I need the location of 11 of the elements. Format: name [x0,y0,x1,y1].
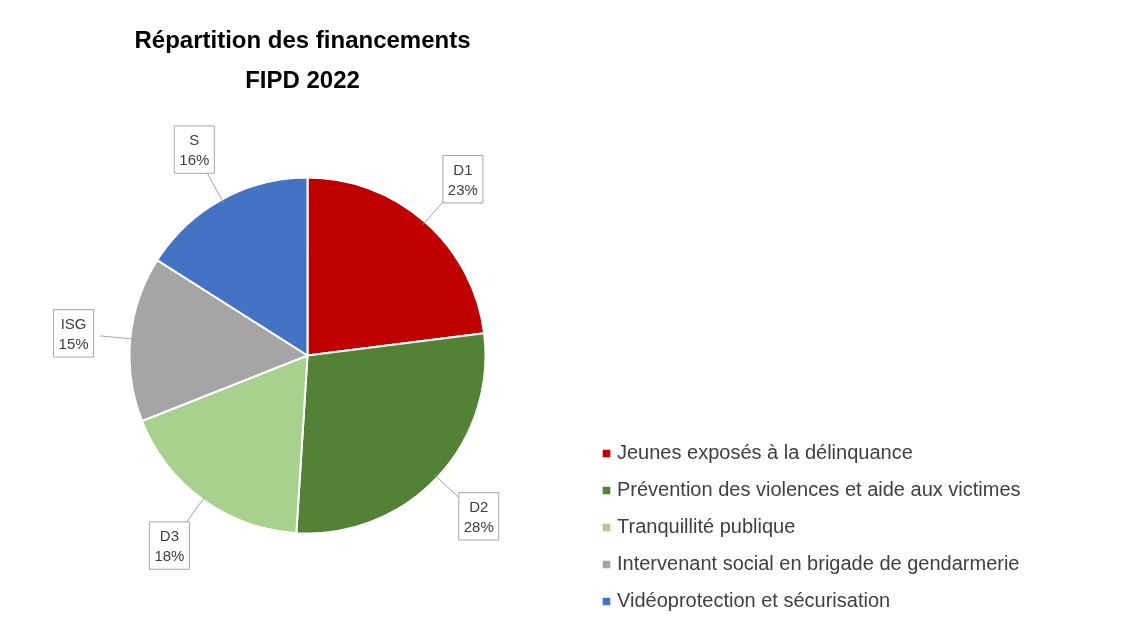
legend-label: Tranquillité publique [617,515,796,538]
data-label: D1 23% [447,160,478,198]
legend-label: Prévention des violences et aide aux victimes [617,478,1021,501]
data-label: ISG 15% [58,314,89,353]
legend-label: Vidéoprotection et sécurisation [617,589,891,612]
data-label: D3 18% [154,526,185,565]
data-label: D2 28% [463,497,494,536]
legend-label: Jeunes exposés à la délinquance [617,441,913,464]
data-label: S 16% [179,130,210,169]
legend-label: Intervenant social en brigade de gendarmerie [617,552,1020,575]
chart-title: Répartition des financements FIPD 2022 [134,25,471,93]
